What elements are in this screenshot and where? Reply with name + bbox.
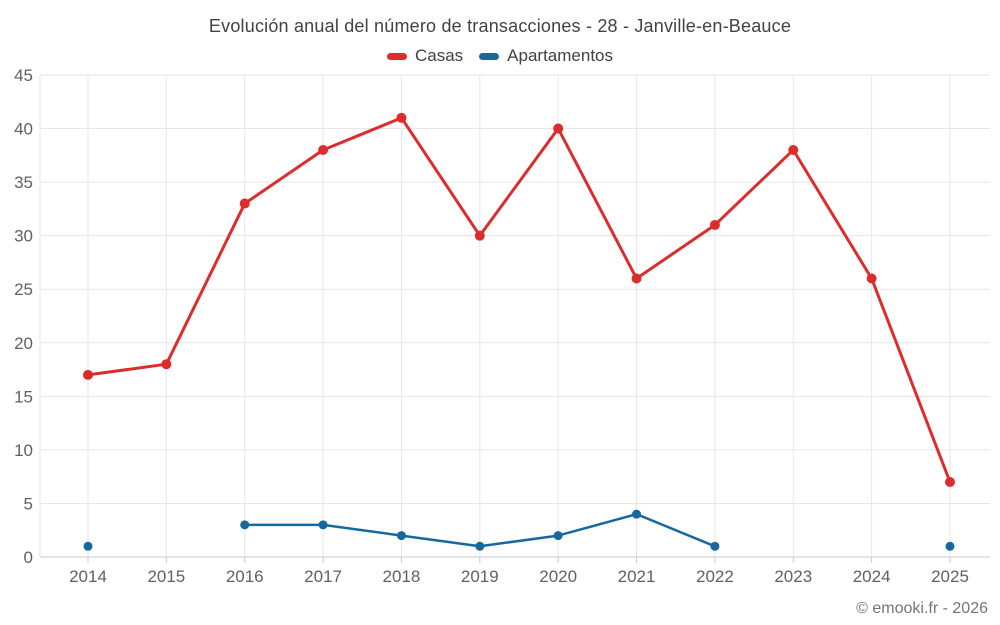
data-point[interactable] [945, 541, 955, 551]
data-point[interactable] [83, 369, 93, 380]
x-axis-label: 2019 [461, 567, 499, 586]
x-axis-label: 2018 [383, 567, 421, 586]
series-line [86, 116, 952, 484]
x-axis-label: 2022 [696, 567, 734, 586]
data-point[interactable] [318, 520, 328, 530]
data-point[interactable] [83, 541, 93, 551]
copyright: © emooki.fr - 2026 [856, 600, 988, 617]
y-axis-label: 25 [14, 280, 33, 299]
series-apartamentos [83, 509, 955, 551]
data-point[interactable] [239, 198, 250, 209]
data-point[interactable] [866, 273, 877, 284]
data-point[interactable] [945, 477, 955, 488]
data-point[interactable] [475, 541, 485, 551]
y-axis-label: 45 [14, 66, 33, 85]
data-point[interactable] [709, 219, 720, 230]
data-point[interactable] [474, 230, 485, 241]
legend-label-apartamentos: Apartamentos [507, 46, 614, 65]
legend-item-apartamentos[interactable]: Apartamentos [479, 46, 613, 66]
y-axis-label: 10 [14, 441, 33, 460]
x-axis-label: 2015 [147, 567, 185, 586]
y-axis-label: 30 [14, 227, 33, 246]
data-point[interactable] [631, 273, 642, 284]
legend-swatch-apartamentos-icon [479, 52, 500, 60]
y-axis-label: 0 [24, 548, 33, 567]
data-point[interactable] [710, 541, 720, 551]
data-point[interactable] [161, 359, 172, 370]
x-axis-label: 2020 [539, 567, 577, 586]
y-axis-label: 5 [24, 494, 33, 513]
x-axis-label: 2016 [226, 567, 264, 586]
y-axis-label: 40 [14, 120, 33, 139]
data-point[interactable] [632, 509, 642, 519]
data-point[interactable] [318, 144, 329, 155]
x-axis-label: 2025 [931, 567, 969, 586]
data-point[interactable] [396, 531, 406, 541]
data-point[interactable] [553, 531, 563, 541]
y-axis-label: 20 [14, 334, 33, 353]
x-axis-label: 2024 [853, 567, 891, 586]
data-point[interactable] [553, 123, 564, 134]
y-axis-label: 15 [14, 387, 33, 406]
x-axis-label: 2014 [69, 567, 107, 586]
x-axis-label: 2021 [618, 567, 656, 586]
chart-legend: Casas Apartamentos [0, 46, 1000, 66]
data-point[interactable] [240, 520, 250, 530]
x-axis-label: 2023 [774, 567, 812, 586]
data-point[interactable] [396, 112, 407, 123]
data-point[interactable] [788, 144, 799, 155]
legend-label-casas: Casas [414, 46, 464, 65]
chart-title: Evolución anual del número de transaccio… [208, 16, 792, 36]
x-axis-label: 2017 [304, 567, 342, 586]
series-casas [83, 112, 955, 488]
y-axis-label: 35 [14, 173, 33, 192]
legend-item-casas[interactable]: Casas [386, 46, 464, 66]
legend-swatch-casas-icon [386, 52, 407, 60]
